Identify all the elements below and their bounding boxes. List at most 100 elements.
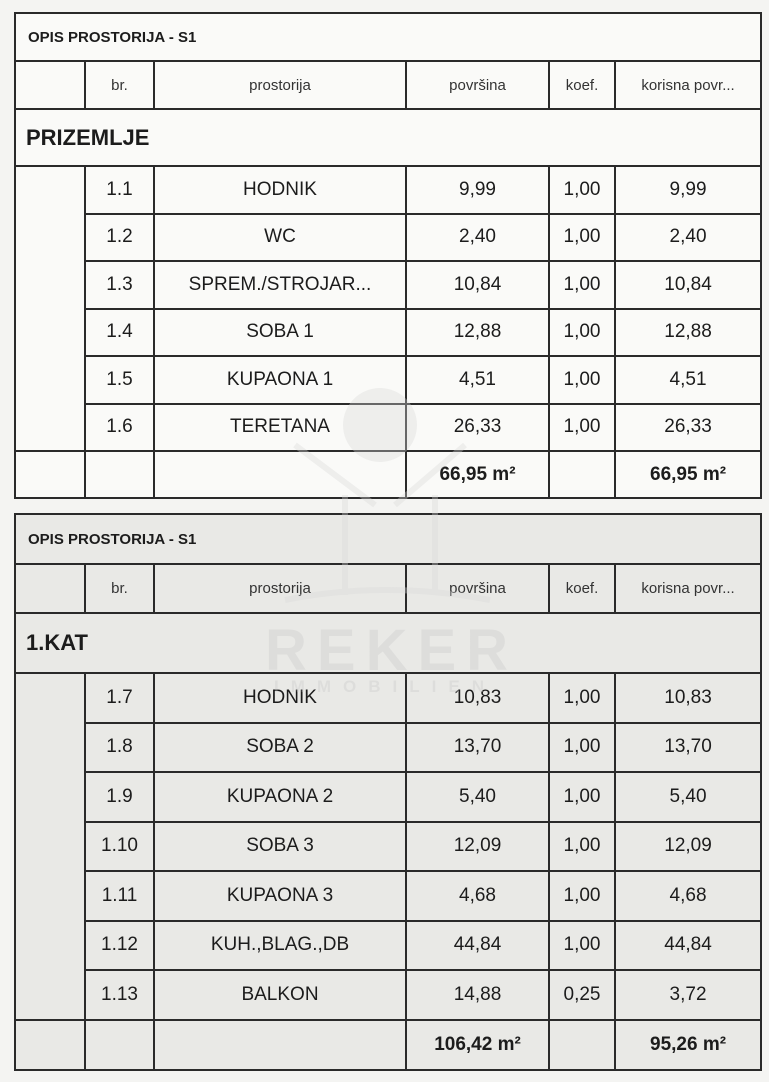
cell-br: 1.1 <box>84 165 155 215</box>
cell-br: 1.7 <box>84 672 155 724</box>
cell-coef: 1,00 <box>548 672 616 724</box>
total-row: 66,95 m² 66,95 m² <box>14 450 763 499</box>
column-header: korisna povr... <box>613 563 763 614</box>
cell-coef: 1,00 <box>548 820 616 872</box>
table-title: OPIS PROSTORIJA - S1 <box>13 513 763 565</box>
column-header: prostorija <box>153 60 407 110</box>
table-row: 1.10 SOBA 3 12,09 1,00 12,09 <box>15 820 763 872</box>
blank-cell <box>14 1018 86 1071</box>
cell-coef: 1,00 <box>548 260 616 310</box>
table-row: 1.9 KUPAONA 2 5,40 1,00 5,40 <box>15 771 763 823</box>
column-header: br. <box>84 60 155 110</box>
cell-name: HODNIK <box>153 672 407 724</box>
cell-name: SOBA 3 <box>153 820 407 872</box>
table-row: 1.13 BALKON 14,88 0,25 3,72 <box>15 969 763 1021</box>
cell-coef: 1,00 <box>548 307 616 357</box>
cell-coef: 1,00 <box>548 402 616 452</box>
table-row: 1.2 WC 2,40 1,00 2,40 <box>15 212 763 262</box>
cell-name: SPREM./STROJAR... <box>153 260 407 310</box>
cell-useful: 10,84 <box>613 260 763 310</box>
cell-coef: 1,00 <box>548 721 616 773</box>
cell-br: 1.10 <box>84 820 155 872</box>
table-row: 1.8 SOBA 2 13,70 1,00 13,70 <box>15 721 763 773</box>
cell-name: KUPAONA 2 <box>153 771 407 823</box>
cell-name: SOBA 2 <box>153 721 407 773</box>
cell-area: 9,99 <box>405 165 550 215</box>
cell-useful: 12,09 <box>613 820 763 872</box>
cell-useful: 4,51 <box>613 355 763 405</box>
blank-cell <box>84 1018 155 1071</box>
blank-cell <box>14 672 86 1021</box>
table-row: 1.6 TERETANA 26,33 1,00 26,33 <box>15 402 763 452</box>
cell-name: TERETANA <box>153 402 407 452</box>
column-header <box>14 563 86 614</box>
cell-name: KUPAONA 3 <box>153 870 407 922</box>
cell-area: 4,68 <box>405 870 550 922</box>
cell-useful: 3,72 <box>613 969 763 1021</box>
cell-useful: 9,99 <box>613 165 763 215</box>
table-row: 1.1 HODNIK 9,99 1,00 9,99 <box>14 165 763 452</box>
column-header: površina <box>405 60 550 110</box>
cell-area: 12,09 <box>405 820 550 872</box>
table-row: 1.5 KUPAONA 1 4,51 1,00 4,51 <box>15 355 763 405</box>
cell-coef: 1,00 <box>548 355 616 405</box>
cell-coef: 1,00 <box>548 771 616 823</box>
blank-cell <box>14 450 86 499</box>
blank-cell <box>153 450 407 499</box>
cell-useful: 44,84 <box>613 919 763 971</box>
cell-area: 10,83 <box>405 672 550 724</box>
cell-useful: 13,70 <box>613 721 763 773</box>
cell-coef: 1,00 <box>548 870 616 922</box>
table-row: 1.7 HODNIK 10,83 1,00 10,83 <box>14 672 763 1021</box>
cell-area: 12,88 <box>405 307 550 357</box>
cell-br: 1.13 <box>84 969 155 1021</box>
cell-area: 44,84 <box>405 919 550 971</box>
cell-area: 26,33 <box>405 402 550 452</box>
cell-name: BALKON <box>153 969 407 1021</box>
total-area: 66,95 m² <box>405 450 550 499</box>
cell-useful: 10,83 <box>613 672 763 724</box>
table-row: 1.3 SPREM./STROJAR... 10,84 1,00 10,84 <box>15 260 763 310</box>
blank-cell <box>153 1018 407 1071</box>
cell-useful: 2,40 <box>613 212 763 262</box>
cell-area: 14,88 <box>405 969 550 1021</box>
floor-section-heading: PRIZEMLJE <box>13 108 763 167</box>
cell-br: 1.8 <box>84 721 155 773</box>
total-useful-area: 95,26 m² <box>613 1018 763 1071</box>
total-row: 106,42 m² 95,26 m² <box>14 1018 763 1071</box>
cell-area: 2,40 <box>405 212 550 262</box>
cell-area: 10,84 <box>405 260 550 310</box>
blank-cell <box>548 1018 616 1071</box>
table-row: 1.4 SOBA 1 12,88 1,00 12,88 <box>15 307 763 357</box>
blank-cell <box>14 165 86 452</box>
table-title: OPIS PROSTORIJA - S1 <box>13 12 763 62</box>
column-header: koef. <box>548 563 616 614</box>
blank-cell <box>548 450 616 499</box>
cell-name: KUPAONA 1 <box>153 355 407 405</box>
cell-coef: 1,00 <box>548 212 616 262</box>
cell-br: 1.2 <box>84 212 155 262</box>
cell-useful: 26,33 <box>613 402 763 452</box>
table-row: 1.11 KUPAONA 3 4,68 1,00 4,68 <box>15 870 763 922</box>
column-header: površina <box>405 563 550 614</box>
cell-area: 4,51 <box>405 355 550 405</box>
cell-br: 1.5 <box>84 355 155 405</box>
column-header: korisna povr... <box>613 60 763 110</box>
column-header: br. <box>84 563 155 614</box>
cell-name: WC <box>153 212 407 262</box>
total-area: 106,42 m² <box>405 1018 550 1071</box>
blank-cell <box>84 450 155 499</box>
cell-br: 1.4 <box>84 307 155 357</box>
cell-useful: 12,88 <box>613 307 763 357</box>
cell-coef: 1,00 <box>548 165 616 215</box>
floor-section-heading: 1.KAT <box>13 612 763 674</box>
room-table-ground-floor: OPIS PROSTORIJA - S1 br. prostorija površin… <box>13 12 763 499</box>
room-table-first-floor: OPIS PROSTORIJA - S1 br. prostorija površin… <box>13 513 763 1071</box>
cell-name: SOBA 1 <box>153 307 407 357</box>
column-header <box>14 60 86 110</box>
cell-br: 1.6 <box>84 402 155 452</box>
cell-area: 13,70 <box>405 721 550 773</box>
cell-coef: 0,25 <box>548 969 616 1021</box>
cell-useful: 4,68 <box>613 870 763 922</box>
table-row: 1.12 KUH.,BLAG.,DB 44,84 1,00 44,84 <box>15 919 763 971</box>
